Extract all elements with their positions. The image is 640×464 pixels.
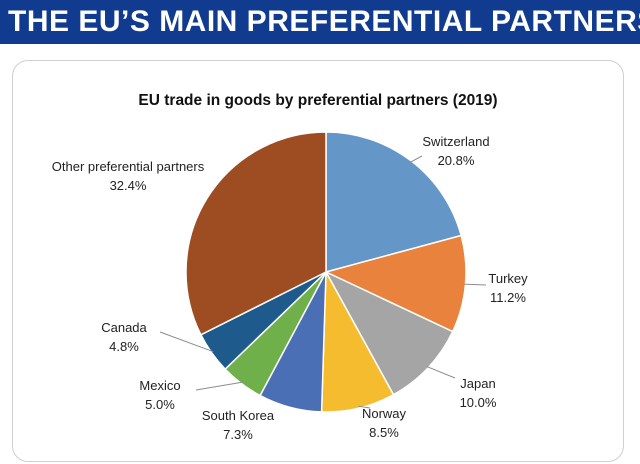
slice-label-value: 4.8% xyxy=(109,339,139,354)
pie-slice-switzerland xyxy=(325,131,463,273)
slice-label-name: Canada xyxy=(101,320,147,335)
chart-title: EU trade in goods by preferential partne… xyxy=(138,92,498,109)
slice-label-value: 7.3% xyxy=(223,427,253,442)
leader-line xyxy=(358,405,371,409)
slice-label-name: Mexico xyxy=(139,378,180,393)
leader-line xyxy=(426,366,456,379)
slice-label-name: Turkey xyxy=(488,271,528,286)
slice-label-name: Norway xyxy=(362,406,407,421)
slice-label-name: South Korea xyxy=(202,408,275,423)
slice-label-value: 11.2% xyxy=(490,290,526,305)
leader-line xyxy=(195,381,243,391)
slice-label-value: 10.0% xyxy=(460,395,497,410)
slice-label-name: Other preferential partners xyxy=(52,159,205,174)
leader-line xyxy=(159,331,214,353)
slice-label-value: 8.5% xyxy=(369,425,399,440)
header-banner: THE EU’S MAIN PREFERENTIAL PARTNERS xyxy=(0,0,640,44)
pie-slice-japan xyxy=(324,270,454,396)
page-title: THE EU’S MAIN PREFERENTIAL PARTNERS xyxy=(8,5,640,38)
pie-slice-other-preferential-partners xyxy=(185,131,327,336)
slice-label-value: 5.0% xyxy=(145,397,175,412)
slice-label-value: 20.8% xyxy=(438,153,475,168)
slice-label-name: Japan xyxy=(460,376,495,391)
slice-label-name: Switzerland xyxy=(422,134,489,149)
leader-line xyxy=(409,155,423,163)
slice-label-value: 32.4% xyxy=(110,178,147,193)
leader-line xyxy=(463,283,487,286)
